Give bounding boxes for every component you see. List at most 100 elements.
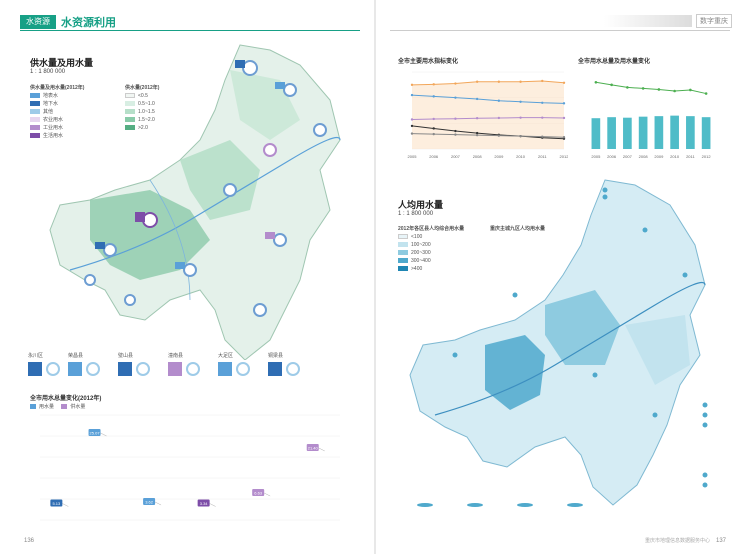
data-label: 25.07: [90, 431, 101, 436]
leader-line: [62, 503, 69, 507]
mini-gauge-shapes: [28, 362, 300, 376]
yangtze-river: [434, 281, 706, 416]
high-supply-zone: [90, 190, 210, 280]
x-tick-label: 2008: [639, 154, 649, 159]
data-box: [143, 498, 156, 505]
per-capita-symbols: [417, 187, 708, 507]
legend-item: 1.0~1.5: [125, 108, 205, 116]
legend-swatch: [125, 101, 135, 107]
district-bars: [95, 60, 285, 269]
supply-bar: [275, 82, 285, 89]
footer-note: 重庆市地理信息数据服务中心: [644, 538, 710, 544]
x-tick-label: 2009: [494, 154, 504, 159]
legend-item: >2.0: [125, 124, 205, 132]
legend-swatch: [398, 258, 408, 264]
per-capita-legend-2-title: 重庆主城九区人均用水量: [490, 226, 546, 232]
line-point: [657, 88, 661, 91]
gauge-ring: [142, 212, 158, 228]
x-tick-label: 2007: [451, 154, 461, 159]
x-tick-label: 2006: [607, 154, 617, 159]
leader-line: [100, 432, 107, 437]
brand-label: 数字重庆: [696, 14, 732, 28]
series-point: [475, 133, 479, 137]
series-point: [454, 117, 457, 120]
series-point: [410, 93, 414, 97]
usage-base: [517, 503, 533, 507]
bar: [623, 117, 632, 149]
mini-ring: [286, 362, 300, 376]
legend-swatch: [398, 242, 408, 248]
density-legend-title: 供水量(2012年): [125, 85, 160, 91]
supply-bar: [175, 262, 185, 269]
page-header-right: 数字重庆: [604, 14, 732, 28]
per-capita-legend-title: 2012年各区县人均综合用水量: [398, 226, 465, 232]
legend-item: >400: [398, 265, 488, 273]
per-capita-map: [409, 179, 708, 507]
x-tick-label: 2011: [686, 154, 695, 159]
series-point: [410, 118, 414, 121]
series-point: [432, 95, 435, 98]
supply-bar: [135, 212, 145, 222]
gauge-ring: [242, 60, 258, 76]
x-tick-label: 2005: [408, 154, 418, 159]
supply-bar: [265, 232, 275, 239]
legend-item: 1.5~2.0: [125, 116, 205, 124]
legend-item: 其他: [30, 108, 120, 116]
series-point: [519, 134, 522, 138]
series-line: [411, 94, 565, 104]
legend-item: 0.5~1.0: [125, 100, 205, 108]
x-tick-label: 2012: [702, 154, 712, 159]
mini-gauge-label: 荣昌县: [68, 353, 84, 359]
x-tick-label: 2009: [654, 154, 664, 159]
mini-gauge-label: 大足区: [218, 353, 234, 359]
data-label: 21.40: [308, 446, 319, 451]
mini-gauge-label: 永川区: [28, 353, 44, 359]
page-header-left: 水资源 水资源利用: [20, 14, 116, 30]
leader-line: [318, 447, 325, 452]
right-line-chart-title: 全市主要用水指标变化: [398, 59, 459, 65]
gauge-ring: [313, 123, 327, 137]
gauge-ring: [273, 233, 287, 247]
mini-ring: [46, 362, 60, 376]
gauge-ring: [84, 274, 96, 286]
left-page-number: 136: [24, 538, 35, 544]
mini-bar: [28, 362, 42, 376]
header-rule-right: [390, 30, 730, 31]
series-point: [497, 99, 501, 102]
series-point: [454, 133, 457, 136]
gauge-ring: [253, 303, 267, 317]
per-capita-legend: 2012年各区县人均综合用水量 <100 100~200 200~300 300…: [398, 225, 488, 273]
legend-swatch: [125, 117, 135, 123]
legend-swatch: [61, 404, 68, 410]
legend-item: 300~400: [398, 257, 488, 265]
east-usage-zone: [625, 315, 690, 385]
series-point: [562, 135, 566, 139]
mini-gauge-row: 永川区 荣昌县 璧山县 潼南县 大足区 铜梁县: [28, 352, 358, 382]
supply-bar: [95, 242, 105, 249]
usage-dot: [702, 472, 708, 478]
line-point: [626, 86, 629, 89]
legend-swatch: [30, 93, 40, 99]
line-point: [594, 80, 598, 84]
series-area: [412, 80, 564, 149]
usage-base: [467, 503, 483, 507]
series-point: [454, 129, 457, 133]
series-point: [454, 82, 457, 85]
line-point: [641, 87, 645, 90]
data-label: 6.63: [254, 491, 263, 496]
supply-legend-title: 供水量及用水量(2012年): [30, 85, 85, 91]
data-box: [50, 499, 63, 507]
series-point: [541, 79, 544, 83]
series-point: [410, 132, 414, 135]
mini-bar: [268, 362, 282, 376]
yangtze-river: [69, 136, 341, 271]
mini-gauge-label: 铜梁县: [268, 353, 284, 359]
high-usage-zone: [485, 335, 545, 410]
header-band: [604, 15, 692, 27]
line-series: [595, 81, 707, 95]
mini-bar: [118, 362, 132, 376]
x-tick-label: 2005: [591, 154, 601, 159]
per-capita-legend-2: 重庆主城九区人均用水量: [490, 225, 580, 233]
usage-dot: [682, 272, 688, 278]
legend-swatch: [398, 266, 408, 272]
